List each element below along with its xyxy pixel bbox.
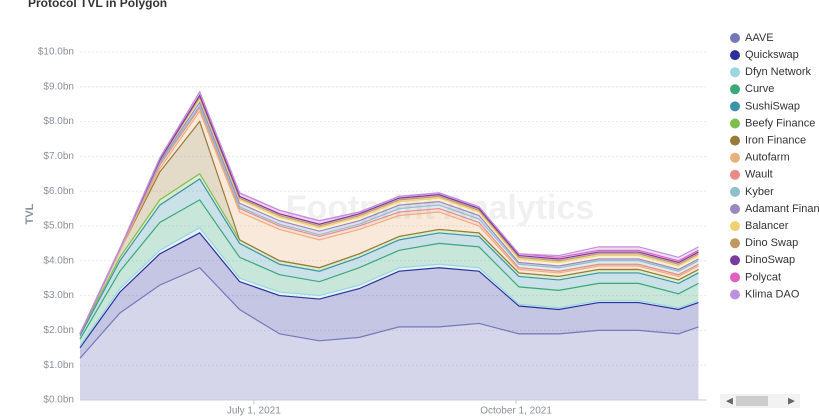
y-tick-label: $7.0bn <box>43 151 74 162</box>
legend-label: DinoSwap <box>745 254 795 266</box>
legend-swatch <box>730 204 740 214</box>
legend-swatch <box>730 221 740 232</box>
legend-label: SushiSwap <box>745 100 800 112</box>
series-line <box>79 120 699 335</box>
legend-swatch <box>730 169 740 180</box>
y-tick-label: $6.0bn <box>43 186 74 197</box>
y-tick-label: $3.0bn <box>43 290 74 301</box>
legend-label: Kyber <box>745 186 774 198</box>
legend-label: Dfyn Network <box>745 66 812 78</box>
scrollbar-thumb[interactable] <box>736 396 768 406</box>
series-line <box>79 101 699 335</box>
legend-swatch <box>730 101 740 112</box>
series-line <box>79 94 699 335</box>
legend-swatch <box>730 238 740 249</box>
series-line <box>79 95 699 335</box>
series-line <box>79 106 699 335</box>
legend-label: Adamant Finance <box>745 203 819 215</box>
legend-swatch <box>730 255 740 266</box>
scroll-right[interactable]: ▶ <box>788 395 795 405</box>
series-line <box>79 109 699 335</box>
y-tick-label: $9.0bn <box>43 81 74 92</box>
x-tick-label: October 1, 2021 <box>480 406 552 417</box>
series-line <box>79 226 699 347</box>
legend-swatch <box>730 50 740 61</box>
scrollbar[interactable]: ◀ ▶ <box>720 394 800 408</box>
area-band <box>80 267 699 400</box>
y-tick-label: $4.0bn <box>43 255 74 266</box>
scroll-left[interactable]: ◀ <box>726 395 733 405</box>
y-axis-label: TVL <box>24 203 36 224</box>
series-line <box>79 178 699 336</box>
y-tick-label: $0.0bn <box>43 395 74 406</box>
legend-swatch <box>730 118 740 129</box>
legend-swatch <box>730 272 740 283</box>
legend-swatch <box>730 33 740 43</box>
y-tick-label: $8.0bn <box>43 116 74 127</box>
series-line <box>79 104 699 335</box>
series-line <box>79 90 699 335</box>
legend-label: Wault <box>745 169 773 181</box>
legend-label: Beefy Finance <box>745 117 815 129</box>
y-tick-label: $10.0bn <box>38 47 74 58</box>
area-band <box>80 111 699 334</box>
legend-label: Autofarm <box>745 152 790 164</box>
legend-label: Klima DAO <box>745 288 800 300</box>
x-tick-label: July 1, 2021 <box>227 406 281 417</box>
legend-label: Curve <box>745 83 774 95</box>
legend-label: Iron Finance <box>745 135 806 147</box>
legend-label: Quickswap <box>745 49 799 61</box>
area-band <box>80 232 699 359</box>
legend-swatch <box>730 186 740 197</box>
legend-swatch <box>730 135 740 146</box>
y-tick-label: $1.0bn <box>43 360 74 371</box>
legend-swatch <box>730 67 740 78</box>
series-line <box>79 199 699 340</box>
series-line <box>79 267 699 359</box>
legend-swatch <box>730 84 740 95</box>
legend-label: AAVE <box>745 32 774 44</box>
y-tick-label: $2.0bn <box>43 325 74 336</box>
legend-label: Dino Swap <box>745 237 798 249</box>
legend-swatch <box>730 289 740 300</box>
series-line <box>79 232 699 349</box>
y-tick-label: $5.0bn <box>43 221 74 232</box>
legend-label: Balancer <box>745 220 789 232</box>
legend-swatch <box>730 152 740 163</box>
chart-title: Protocol TVL in Polygon <box>28 0 167 10</box>
legend-label: Polycat <box>745 271 781 283</box>
series-line <box>79 97 699 335</box>
